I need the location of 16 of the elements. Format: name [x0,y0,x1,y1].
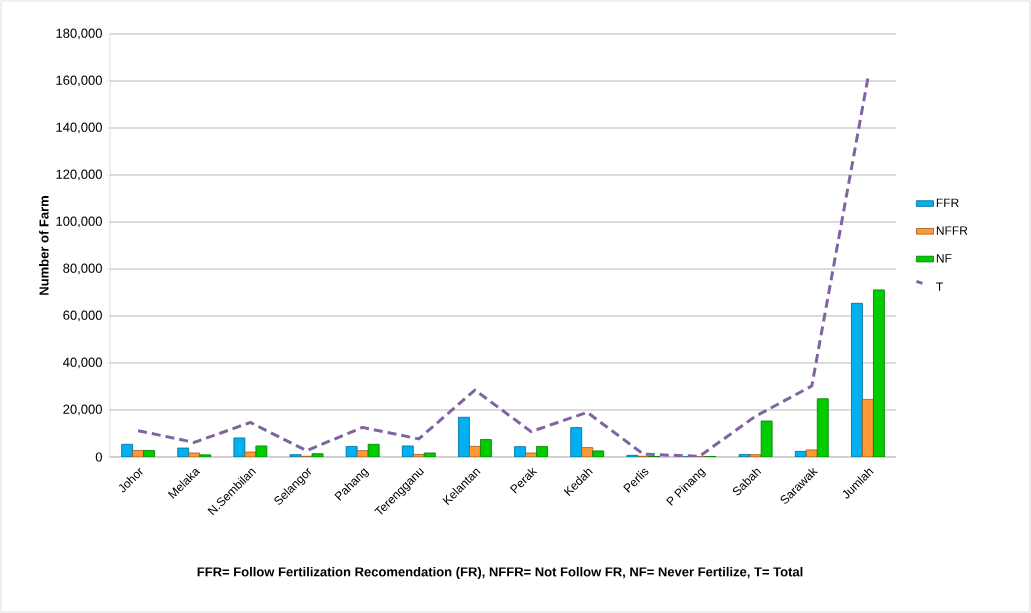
legend-label: T [936,282,943,291]
legend-label: NF [936,254,952,263]
y-tick-label: 40,000 [63,357,102,369]
y-tick-label: 120,000 [56,169,102,181]
legend-label: FFR [936,198,959,207]
y-tick-label: 80,000 [63,263,102,275]
y-tick-label: 0 [95,452,102,462]
y-tick-label: 20,000 [63,404,102,416]
y-tick-label: 180,000 [56,28,102,40]
y-tick-label: 160,000 [56,75,102,87]
y-axis-title: Number of Farm [39,196,49,295]
legend-label: NFFR [936,226,968,235]
y-tick-label: 140,000 [56,122,102,134]
y-tick-label: 100,000 [56,216,102,228]
text: FFR= Follow Fertilization Recomendation (FR), NFFR= Not Follow FR, NF= Never Fertilize, T= Total [197,566,803,580]
y-tick-label: 60,000 [63,310,102,322]
